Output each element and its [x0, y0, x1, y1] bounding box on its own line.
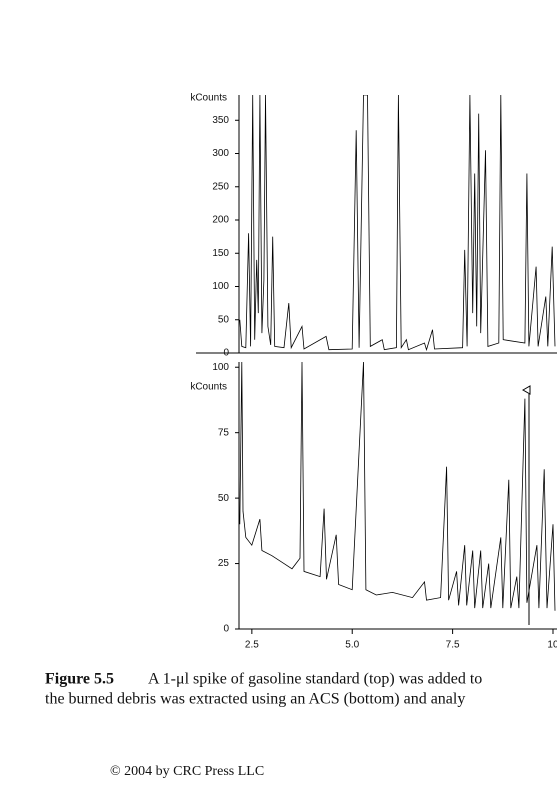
caption-line: the burned debris was extracted using an…: [45, 691, 465, 708]
y-tick-label: 100: [212, 362, 229, 373]
caption-line: A 1-μl spike of gasoline standard (top) …: [148, 671, 482, 688]
x-tick-label: 2.5: [245, 640, 259, 651]
y-tick-label: 25: [218, 558, 230, 569]
x-tick-label: 10: [547, 640, 557, 651]
y-tick-label: 250: [212, 181, 229, 192]
trace: [239, 95, 556, 352]
y-axis-label: kCounts: [190, 93, 227, 104]
y-axis-label: kCounts: [190, 382, 227, 393]
footer: © 2004 by CRC Press LLC: [110, 764, 264, 779]
figure-label: Figure 5.5: [45, 671, 114, 688]
x-tick-label: 7.5: [446, 640, 460, 651]
y-tick-label: 50: [218, 493, 230, 504]
y-tick-label: 0: [223, 624, 229, 635]
y-tick-label: 150: [212, 248, 229, 259]
marker: [521, 385, 531, 395]
trace: [239, 362, 556, 611]
y-tick-label: 50: [218, 314, 230, 325]
y-tick-label: 0: [223, 348, 229, 359]
y-tick-label: 75: [218, 427, 230, 438]
y-tick-label: 350: [212, 115, 229, 126]
y-tick-label: 200: [212, 215, 229, 226]
y-tick-label: 300: [212, 148, 229, 159]
x-tick-label: 5.0: [345, 640, 359, 651]
y-tick-label: 100: [212, 281, 229, 292]
